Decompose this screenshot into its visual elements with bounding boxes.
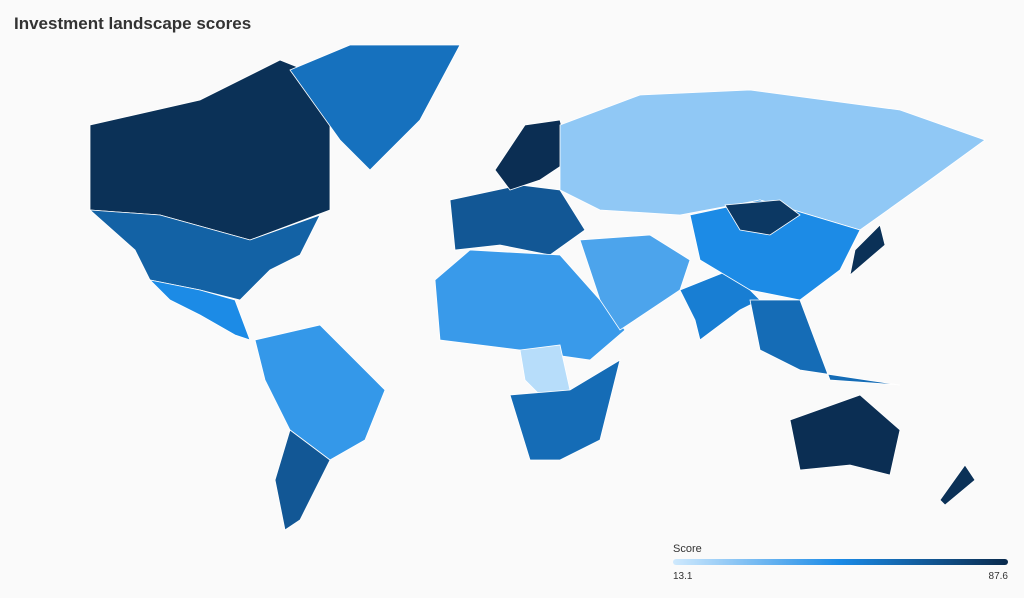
region[interactable] (494, 119, 571, 191)
legend-min: 13.1 (673, 571, 693, 582)
region[interactable] (88, 209, 321, 301)
region[interactable] (939, 464, 976, 506)
region[interactable] (254, 324, 386, 461)
legend-label: Score (673, 543, 702, 555)
region[interactable] (789, 394, 901, 476)
region[interactable] (274, 429, 331, 531)
region[interactable] (148, 279, 251, 341)
region[interactable] (289, 44, 461, 171)
region[interactable] (849, 224, 886, 277)
map-title: Investment landscape scores (14, 14, 251, 33)
region[interactable] (434, 249, 626, 361)
legend-max: 87.6 (989, 571, 1009, 582)
region[interactable] (509, 359, 621, 461)
legend-bar (673, 559, 1008, 565)
region[interactable] (559, 89, 986, 231)
region[interactable] (724, 199, 801, 236)
region[interactable] (449, 184, 586, 256)
region[interactable] (749, 299, 901, 386)
regions (88, 44, 986, 531)
